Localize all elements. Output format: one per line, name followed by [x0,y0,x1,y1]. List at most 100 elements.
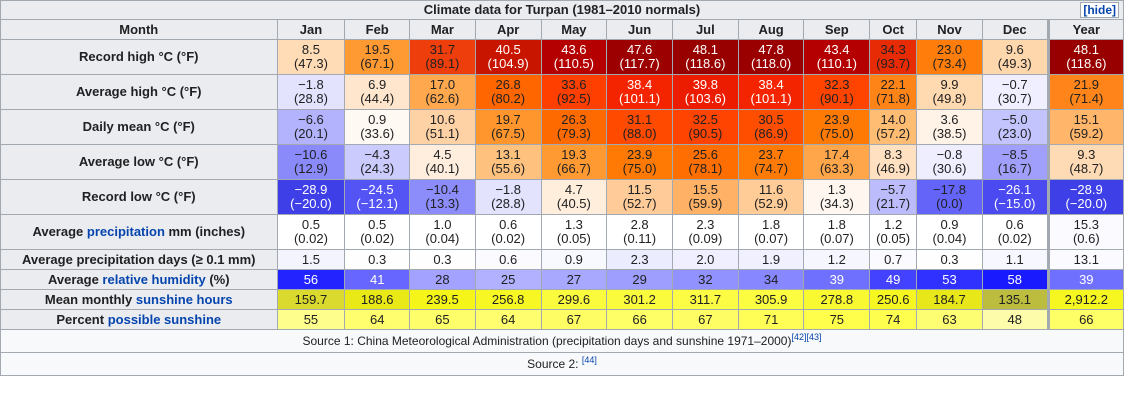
data-cell: 29 [606,269,673,290]
ref-link-44[interactable]: [44] [581,355,597,365]
source-2: Source 2: [44] [0,352,1124,376]
month-header-mar: Mar [409,19,476,40]
cell-value: 184.7 [933,291,966,307]
cell-value: 1.1 [1005,251,1024,267]
cell-value: 71 [763,311,779,327]
row-label: Average low °C (°F) [0,144,278,180]
cell-value: 15.3 [1073,217,1099,232]
row-label-text: Record high °C (°F) [79,49,199,64]
data-cell: 1.9 [737,249,805,270]
table-row: Mean monthly sunshine hours 159.7 188.6 239… [0,289,1125,310]
data-cell: −0.7 (30.7) [981,74,1049,110]
cell-value: 0.5 [301,217,320,232]
cell-value: 19.3 [561,147,587,162]
data-cell: 299.6 [540,289,608,310]
cell-value: 64 [500,311,516,327]
cell-fahrenheit: (−12.1) [356,196,398,211]
header-row: Month Jan Feb Mar Apr May Jun Jul Aug Se… [0,19,1125,40]
month-header-nov: Nov [916,19,983,40]
data-cell: 1.5 [276,249,346,270]
data-cell: 0.9 (0.04) [916,214,983,250]
cell-value: 31.7 [429,42,456,57]
cell-fahrenheit: (0.05) [876,231,911,246]
cell-value: 23.0 [936,42,963,57]
cell-fahrenheit: (118.0) [750,56,792,71]
data-cell: −5.7 (21.7) [869,179,918,215]
cell-value: 38.4 [626,77,653,92]
data-cell: 64 [344,309,411,330]
data-cell: 26.8 (80.2) [474,74,542,110]
cell-fahrenheit: (44.4) [360,91,395,106]
cell-fahrenheit: (52.9) [754,196,789,211]
climate-box: Climate data for Turpan (1981–2010 norma… [0,0,1125,376]
cell-value: 26.8 [495,77,521,92]
row-label: Percent possible sunshine [0,309,278,330]
cell-fahrenheit: (−20.0) [1065,196,1108,211]
data-cell: 74 [869,309,918,330]
cell-value: 34 [763,271,779,287]
data-cell: 256.8 [474,289,542,310]
ref-link-43[interactable]: [43] [806,332,822,342]
table-row: Average precipitation mm (inches) 0.5 (0.0… [0,214,1125,250]
data-cell: 38.4 (101.1) [737,74,805,110]
data-cell: 34 [737,269,805,290]
cell-fahrenheit: (104.9) [487,56,529,71]
data-cell: 39 [1046,269,1125,290]
hide-button[interactable]: [hide] [1080,2,1119,18]
month-header-jan: Jan [276,19,346,40]
data-cell: 0.6 [474,249,542,270]
row-label-link[interactable]: sunshine hours [135,291,233,307]
cell-value: 0.9 [564,251,583,267]
table-row: Percent possible sunshine 55 64 65 64 67 66 67 7… [0,309,1125,330]
cell-value: −24.5 [360,182,394,197]
row-label-link[interactable]: relative humidity [102,271,206,287]
data-cell: 49 [869,269,918,290]
data-cell: 4.7 (40.5) [540,179,608,215]
data-cell: 32.5 (90.5) [671,109,739,145]
cell-value: −5.0 [1001,112,1028,127]
row-label-text: Mean monthly [44,291,136,307]
row-label-link[interactable]: possible sunshine [107,311,222,327]
source-1-text: Source 1: China Meteorological Administr… [302,334,792,348]
cell-fahrenheit: (110.5) [553,56,594,71]
cell-value: 9.3 [1077,147,1096,162]
cell-fahrenheit: (90.1) [819,91,854,106]
data-cell: −1.8 (28.8) [474,179,542,215]
data-cell: 305.9 [737,289,805,310]
data-cell: −26.1 (−15.0) [981,179,1049,215]
cell-value: 9.6 [1005,42,1024,57]
data-cell: 34.3 (93.7) [869,39,918,75]
cell-fahrenheit: (34.3) [819,196,854,211]
cell-value: 305.9 [754,291,788,307]
cell-value: 66 [1079,311,1094,327]
cell-fahrenheit: (28.8) [293,91,328,106]
data-cell: 19.7 (67.5) [474,109,542,145]
cell-value: 1.3 [564,217,583,232]
cell-fahrenheit: (110.1) [816,56,857,71]
cell-fahrenheit: (46.9) [876,161,911,176]
data-cell: 40.5 (104.9) [474,39,542,75]
ref-link-42[interactable]: [42] [791,332,807,342]
data-cell: 31.7 (89.1) [409,39,476,75]
data-cell: 28 [409,269,476,290]
cell-fahrenheit: (0.09) [688,231,723,246]
cell-value: 1.5 [301,251,320,267]
cell-value: 39 [829,271,845,287]
row-label: Average high °C (°F) [0,74,278,110]
data-cell: 1.2 [803,249,871,270]
data-cell: 71 [737,309,805,330]
cell-fahrenheit: (12.9) [293,161,328,176]
row-label-text: Average [47,271,103,287]
source-2-refs: [44] [582,355,597,365]
cell-value: 32 [698,271,713,287]
month-header: Month [0,19,278,40]
row-label-link[interactable]: precipitation [86,224,165,239]
data-cell: −4.3 (24.3) [344,144,411,180]
cell-fahrenheit: (0.6) [1072,231,1100,246]
cell-value: 47.6 [626,42,653,57]
cell-fahrenheit: (16.7) [997,161,1032,176]
cell-value: 26.3 [561,112,587,127]
data-cell: 48.1 (118.6) [671,39,739,75]
cell-value: 17.4 [824,147,850,162]
cell-value: 48.1 [692,42,718,57]
